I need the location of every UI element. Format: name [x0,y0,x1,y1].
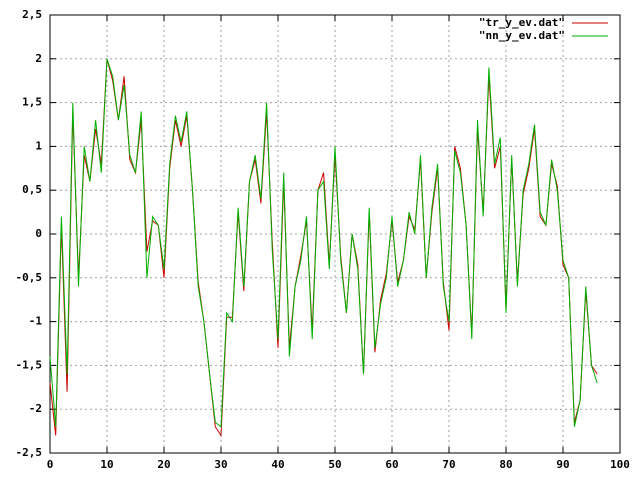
plot-border [49,14,621,454]
series-line [49,58,598,438]
x-tick-label: 0 [47,458,54,471]
x-tick-label: 90 [556,458,569,471]
x-tick-label: 100 [610,458,630,471]
y-tick-label: 1 [35,139,42,152]
y-tick-label: -2,5 [16,446,43,459]
y-tick-label: -1,5 [16,358,43,371]
x-tick-label: 50 [328,458,341,471]
y-tick-label: 1,5 [22,96,42,109]
series-line [49,58,598,428]
y-tick-label: -1 [29,315,43,328]
x-tick-label: 60 [385,458,398,471]
legend-label: "nn_y_ev.dat" [479,29,565,42]
y-tick-label: -0,5 [16,271,43,284]
y-tick-label: 0,5 [22,183,42,196]
legend-label: "tr_y_ev.dat" [479,16,565,29]
x-tick-label: 70 [442,458,455,471]
x-tick-label: 20 [157,458,170,471]
y-tick-label: 2,5 [22,8,42,21]
x-tick-label: 80 [499,458,512,471]
y-tick-label: -2 [29,402,42,415]
x-tick-label: 10 [100,458,113,471]
y-tick-label: 2 [35,52,42,65]
x-tick-label: 40 [271,458,284,471]
x-tick-label: 30 [214,458,227,471]
y-tick-label: 0 [35,227,42,240]
